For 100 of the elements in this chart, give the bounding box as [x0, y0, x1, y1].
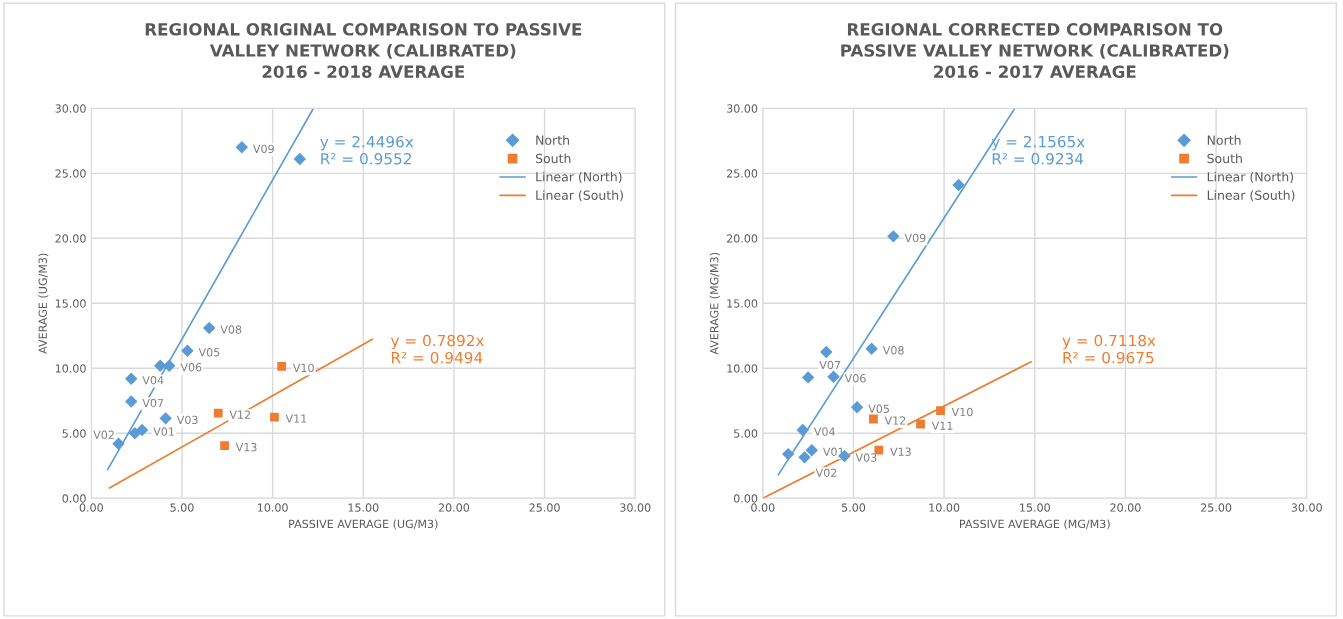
y-tick-label: 15.00	[727, 299, 758, 308]
point	[850, 401, 864, 414]
x-tick-label: 10.00	[257, 503, 288, 512]
annotation: V09	[904, 233, 926, 243]
point	[782, 447, 795, 461]
point	[936, 406, 945, 415]
annotation: V07	[819, 360, 841, 370]
point	[277, 361, 287, 371]
x-tick-label: 5.00	[841, 503, 866, 512]
x-tick-label: 25.00	[1201, 503, 1232, 512]
annotation: V10	[292, 363, 314, 373]
point	[952, 178, 965, 192]
annotation: V06	[844, 374, 866, 383]
y-tick-label: 5.00	[734, 429, 758, 438]
legend-label: South	[1207, 153, 1242, 164]
annotation: V05	[198, 348, 220, 357]
annotation: V11	[931, 421, 953, 430]
legend-label: Linear (North)	[1207, 171, 1294, 184]
annotation: V11	[285, 414, 307, 423]
y-tick-label: 20.00	[726, 234, 758, 243]
point	[213, 408, 223, 418]
x-tick-label: 30.00	[620, 503, 651, 512]
x-tick-label: 30.00	[1291, 503, 1322, 512]
point	[181, 344, 194, 357]
legend-label: Linear (South)	[536, 190, 623, 202]
point	[805, 443, 818, 457]
point	[270, 412, 279, 422]
annotation: V12	[229, 410, 250, 419]
point	[159, 412, 172, 425]
y-axis-title: AVERAGE (UG/M3)	[38, 253, 49, 354]
point	[202, 321, 216, 335]
point	[798, 451, 811, 464]
annotation: V13	[890, 447, 911, 456]
point	[865, 342, 878, 356]
annotation: y = 2.4496x R² = 0.9552	[320, 135, 414, 165]
annotation: V03	[176, 415, 198, 425]
point	[796, 423, 809, 437]
point	[869, 414, 878, 424]
x-axis-title: PASSIVE AVERAGE (UG/M3)	[289, 519, 438, 530]
x-tick-label: 15.00	[348, 503, 379, 512]
annotation: V06	[180, 363, 202, 372]
point	[135, 423, 149, 437]
y-tick-label: 30.00	[727, 104, 758, 113]
point	[887, 230, 900, 243]
y-tick-label: 10.00	[727, 364, 758, 373]
annotation: V02	[93, 430, 114, 440]
x-tick-label: 0.00	[79, 503, 103, 512]
y-tick-label: 5.00	[62, 429, 86, 438]
annotation: V12	[884, 416, 906, 425]
annotation: V13	[235, 442, 257, 452]
y-tick-label: 10.00	[55, 364, 86, 373]
chart-title: REGIONAL ORIGINAL COMPARISON TO PASSIVE VALLEY NETWORK (CALIBRATED) 2016 - 2018 AVERAGE	[145, 23, 582, 79]
point	[820, 345, 833, 359]
annotation: V01	[153, 427, 174, 436]
annotation: V04	[142, 376, 164, 385]
x-tick-label: 10.00	[929, 503, 960, 512]
y-tick-label: 0.00	[62, 494, 86, 503]
y-tick-label: 20.00	[55, 234, 86, 243]
point	[916, 419, 925, 429]
x-tick-label: 20.00	[438, 503, 470, 512]
x-tick-label: 5.00	[170, 503, 194, 512]
annotation: V07	[142, 398, 164, 408]
point	[125, 395, 138, 408]
annotation: y = 0.7892x R² = 0.9494	[390, 334, 485, 364]
y-tick-label: 25.00	[55, 169, 86, 178]
y-tick-label: 25.00	[726, 169, 758, 178]
annotation: V09	[253, 144, 274, 154]
annotation: V10	[951, 407, 973, 417]
point	[163, 359, 176, 372]
point	[235, 141, 249, 154]
x-tick-label: 25.00	[529, 503, 560, 512]
y-tick-label: 15.00	[55, 299, 86, 308]
annotation: V03	[855, 453, 877, 462]
point	[220, 441, 229, 451]
annotation: y = 2.1565x R² = 0.9234	[991, 135, 1085, 165]
y-tick-label: 30.00	[55, 104, 86, 113]
point	[827, 370, 840, 383]
annotation: V05	[868, 404, 889, 414]
x-tick-label: 0.00	[751, 503, 775, 512]
point	[874, 445, 884, 455]
y-tick-label: 0.00	[733, 494, 758, 503]
x-tick-label: 20.00	[1110, 503, 1141, 512]
legend-label: North	[536, 135, 569, 145]
annotation: V02	[815, 468, 837, 477]
point	[125, 372, 138, 385]
annotation: y = 0.7118x R² = 0.9675	[1062, 334, 1156, 364]
legend-label: Linear (South)	[1207, 190, 1295, 202]
point	[293, 152, 307, 166]
annotation: V08	[220, 325, 242, 334]
annotation: V04	[813, 427, 835, 436]
x-tick-label: 15.00	[1020, 503, 1050, 512]
x-axis-title: PASSIVE AVERAGE (MG/M3)	[959, 519, 1110, 530]
point	[112, 437, 125, 450]
chart-title: REGIONAL CORRECTED COMPARISON TO PASSIVE VALLEY NETWORK (CALIBRATED) 2016 - 2017 AVERAGE	[841, 23, 1229, 79]
y-axis-title: AVERAGE (MG/M3)	[709, 252, 720, 355]
legend-label: North	[1207, 135, 1241, 145]
legend-label: Linear (North)	[536, 171, 622, 184]
point	[801, 371, 815, 384]
legend-label: South	[535, 153, 571, 164]
annotation: V08	[882, 346, 904, 355]
